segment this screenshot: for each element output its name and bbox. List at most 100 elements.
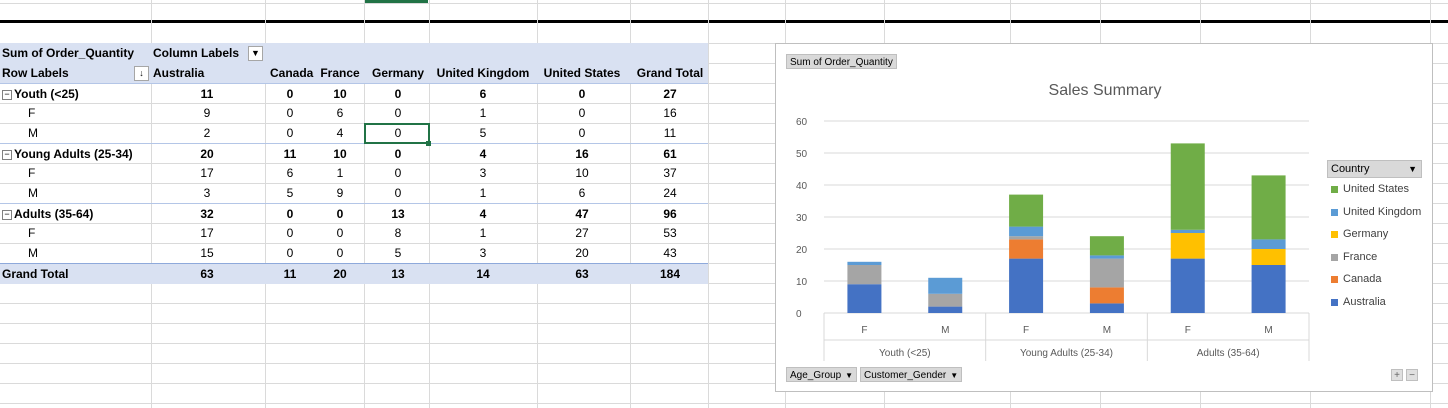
value-cell[interactable]: 17 [200,226,214,240]
value-cell[interactable]: 0 [578,126,586,140]
value-cell[interactable]: 0 [286,246,294,260]
chart-legend[interactable]: Country ▼ United States United Kingdom Ger… [1327,160,1422,313]
value-cell[interactable]: 6 [336,106,344,120]
value-cell[interactable]: 11 [283,147,297,161]
value-cell[interactable]: 1 [479,106,487,120]
value-cell[interactable]: 1 [479,186,487,200]
value-cell[interactable]: 13 [391,267,405,281]
value-cell[interactable]: 0 [394,186,402,200]
value-cell[interactable]: 17 [200,166,214,180]
row-label[interactable]: M [28,123,38,143]
value-cell[interactable]: 11 [200,87,214,101]
value-cell[interactable]: 63 [200,267,214,281]
value-cell[interactable]: 5 [479,126,487,140]
value-cell[interactable]: 6 [578,186,586,200]
row-label[interactable]: F [28,163,35,183]
row-label[interactable]: F [28,103,35,123]
value-cell[interactable]: 43 [663,246,677,260]
value-cell[interactable]: 27 [663,87,677,101]
column-header-united-kingdom[interactable]: United Kingdom [436,66,530,80]
zoom-out-button[interactable]: − [1406,369,1418,381]
row-label[interactable]: − Young Adults (25-34) [2,144,133,164]
pivot-value-field-label[interactable]: Sum of Order_Quantity [2,46,135,60]
value-cell[interactable]: 0 [286,226,294,240]
value-cell[interactable]: 27 [575,226,589,240]
value-field-button[interactable]: Sum of Order_Quantity [786,54,897,69]
collapse-icon[interactable]: − [2,149,12,160]
value-cell[interactable]: 9 [336,186,344,200]
column-header-united-states[interactable]: United States [543,66,621,80]
value-cell[interactable]: 37 [663,166,677,180]
column-header-grand-total[interactable]: Grand Total [636,66,704,80]
column-labels-header[interactable]: Column Labels [153,46,240,60]
value-cell[interactable]: 63 [575,267,589,281]
row-labels-sort-button[interactable]: ↓ [134,66,149,81]
value-cell[interactable]: 20 [200,147,214,161]
row-label[interactable]: F [28,223,35,243]
value-cell[interactable]: 0 [286,207,294,221]
value-cell[interactable]: 4 [336,126,344,140]
value-cell[interactable]: 53 [663,226,677,240]
value-cell[interactable]: 13 [391,207,405,221]
legend-item-australia[interactable]: Australia [1327,291,1422,314]
row-labels-header[interactable]: Row Labels [2,66,69,80]
row-label[interactable]: − Youth (<25) [2,84,79,104]
value-cell[interactable]: 9 [203,106,211,120]
value-cell[interactable]: 3 [203,186,211,200]
value-cell[interactable]: 0 [394,87,402,101]
pivot-chart[interactable]: Sum of Order_Quantity Sales Summary 0 10 2… [775,43,1433,392]
value-cell[interactable]: 0 [286,87,294,101]
column-header-germany[interactable]: Germany [371,66,425,80]
column-header-canada[interactable]: Canada [270,66,314,80]
value-cell[interactable]: 5 [286,186,294,200]
value-cell[interactable]: 0 [394,106,402,120]
value-cell[interactable]: 6 [479,87,487,101]
value-cell[interactable]: 0 [336,226,344,240]
column-header-france[interactable]: France [320,66,360,80]
value-cell[interactable]: 5 [394,246,402,260]
row-label[interactable]: M [28,243,38,263]
legend-item-united-states[interactable]: United States [1327,178,1422,201]
legend-item-france[interactable]: France [1327,246,1422,269]
value-cell[interactable]: 16 [575,147,589,161]
value-cell[interactable]: 11 [283,267,297,281]
value-cell[interactable]: 24 [663,186,677,200]
fill-handle[interactable] [426,141,431,146]
legend-item-united-kingdom[interactable]: United Kingdom [1327,201,1422,224]
value-cell[interactable]: 11 [663,126,677,140]
value-cell[interactable]: 4 [479,147,487,161]
value-cell[interactable]: 184 [659,267,681,281]
zoom-in-button[interactable]: + [1391,369,1403,381]
value-cell[interactable]: 96 [663,207,677,221]
value-cell[interactable]: 61 [663,147,677,161]
collapse-icon[interactable]: − [2,89,12,100]
value-cell[interactable]: 0 [286,106,294,120]
value-cell[interactable]: 8 [394,226,402,240]
legend-field-button[interactable]: Country ▼ [1327,160,1422,178]
axis-field-button-customer-gender[interactable]: Customer_Gender ▼ [860,367,963,382]
value-cell[interactable]: 0 [336,207,344,221]
value-cell[interactable]: 3 [479,166,487,180]
value-cell[interactable]: 0 [394,166,402,180]
value-cell[interactable]: 0 [394,126,402,140]
value-cell[interactable]: 10 [575,166,589,180]
row-label[interactable]: − Adults (35-64) [2,204,93,224]
value-cell[interactable]: 0 [578,87,586,101]
value-cell[interactable]: 16 [663,106,677,120]
column-header-australia[interactable]: Australia [153,66,205,80]
row-label[interactable]: M [28,183,38,203]
value-cell[interactable]: 10 [333,147,347,161]
value-cell[interactable]: 0 [336,246,344,260]
value-cell[interactable]: 0 [578,106,586,120]
axis-field-button-age-group[interactable]: Age_Group ▼ [786,367,858,382]
chart-title[interactable]: Sales Summary [1048,82,1162,99]
value-cell[interactable]: 20 [333,267,347,281]
legend-item-germany[interactable]: Germany [1327,223,1422,246]
value-cell[interactable]: 32 [200,207,214,221]
value-cell[interactable]: 1 [479,226,487,240]
column-labels-filter-button[interactable]: ▼ [248,46,263,61]
value-cell[interactable]: 0 [286,126,294,140]
value-cell[interactable]: 1 [336,166,344,180]
value-cell[interactable]: 0 [394,147,402,161]
value-cell[interactable]: 20 [575,246,589,260]
